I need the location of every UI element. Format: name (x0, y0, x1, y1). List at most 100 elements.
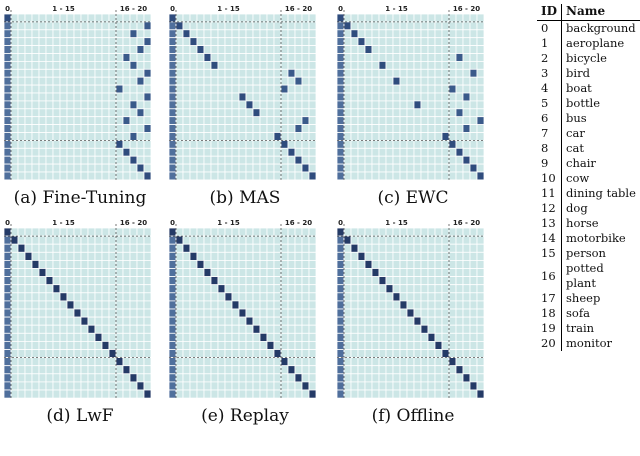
matrix-cell (378, 124, 387, 133)
matrix-cell (231, 155, 240, 165)
matrix-cell (238, 268, 247, 278)
matrix-cell (364, 29, 373, 39)
matrix-cell (168, 373, 177, 383)
matrix-cell (59, 251, 68, 261)
matrix-cell (301, 13, 310, 23)
matrix-cell (350, 324, 359, 334)
matrix-cell (266, 163, 275, 173)
matrix-cell (434, 227, 443, 237)
matrix-cell (273, 373, 282, 383)
matrix-cell (245, 132, 254, 141)
matrix-cell (175, 155, 184, 165)
matrix-cell (45, 357, 54, 367)
matrix-cell (66, 124, 75, 133)
matrix-cell (80, 284, 89, 294)
matrix-cell (245, 37, 254, 47)
matrix-cell (217, 260, 226, 269)
legend-row: 11 dining table (537, 186, 640, 201)
legend-id: 14 (537, 231, 563, 246)
matrix-cell (122, 84, 131, 94)
matrix-cell (24, 21, 33, 31)
matrix-cell (266, 53, 275, 62)
matrix-cell (122, 227, 131, 237)
matrix-cell (182, 37, 191, 47)
matrix-cell (45, 227, 54, 237)
matrix-cell (378, 365, 387, 375)
matrix-cell (94, 300, 103, 310)
matrix-cell (217, 21, 226, 31)
matrix-cell (385, 243, 394, 253)
matrix-cell (308, 341, 317, 350)
matrix-cell (434, 251, 443, 261)
matrix-cell (399, 260, 408, 269)
matrix-cell (336, 61, 345, 70)
matrix-cell (224, 251, 233, 261)
matrix-cell (336, 357, 345, 367)
matrix-cell (115, 92, 124, 102)
matrix-cell (45, 235, 54, 245)
matrix-cell (259, 13, 268, 23)
matrix-cell (59, 139, 68, 149)
matrix-cell (469, 389, 478, 398)
matrix-cell (385, 235, 394, 245)
matrix-cell (476, 100, 485, 110)
matrix-cell (350, 373, 359, 383)
matrix-cell (210, 171, 219, 180)
matrix-cell (245, 29, 254, 39)
matrix-cell (392, 171, 401, 180)
matrix-cell (189, 227, 198, 237)
matrix-cell (10, 316, 19, 326)
matrix-cell (203, 37, 212, 47)
matrix-cell (136, 389, 145, 398)
matrix-cell (175, 29, 184, 39)
matrix-cell (129, 284, 138, 294)
matrix-cell (287, 227, 296, 237)
matrix-cell (38, 260, 47, 269)
matrix-cell (301, 61, 310, 70)
matrix-cell (73, 132, 82, 141)
matrix-cell (87, 116, 96, 125)
matrix-cell (115, 251, 124, 261)
class-legend-table: ID Name 0 background 1 aeroplane 2 bicycle 3 bi… (537, 4, 640, 351)
matrix-cell (427, 163, 436, 173)
matrix-cell (406, 357, 415, 367)
matrix-cell (31, 235, 40, 245)
matrix-cell (441, 21, 450, 31)
matrix-cell (101, 227, 110, 237)
matrix-cell (87, 308, 96, 318)
matrix-cell (266, 357, 275, 367)
matrix-cell (80, 29, 89, 39)
matrix-cell (87, 84, 96, 94)
matrix-cell (217, 53, 226, 62)
matrix-cell (73, 13, 82, 23)
matrix-cell (175, 147, 184, 157)
matrix-cell (273, 227, 282, 237)
matrix-cell (378, 324, 387, 334)
matrix-cell (115, 292, 124, 302)
matrix-cell (357, 13, 366, 23)
matrix-cell (115, 300, 124, 310)
matrix-cell (108, 61, 117, 70)
matrix-cell (301, 332, 310, 342)
matrix-cell (385, 316, 394, 326)
matrix-cell (294, 389, 303, 398)
matrix-cell (406, 61, 415, 70)
matrix-cell (129, 84, 138, 94)
matrix-cell (52, 76, 61, 86)
matrix-cell (210, 268, 219, 278)
matrix-cell-active (308, 171, 317, 180)
matrix-cell (448, 284, 457, 294)
matrix-cell (238, 124, 247, 133)
matrix-cell (280, 341, 289, 350)
matrix-cell (266, 108, 275, 118)
matrix-cell (210, 357, 219, 367)
matrix-cell (392, 116, 401, 125)
matrix-cell (182, 139, 191, 149)
matrix-cell-active (189, 37, 198, 47)
matrix-cell (252, 268, 261, 278)
matrix-cell (266, 284, 275, 294)
matrix-cell (343, 84, 352, 94)
matrix-cell (413, 276, 422, 286)
matrix-cell (182, 61, 191, 70)
matrix-cell (129, 243, 138, 253)
